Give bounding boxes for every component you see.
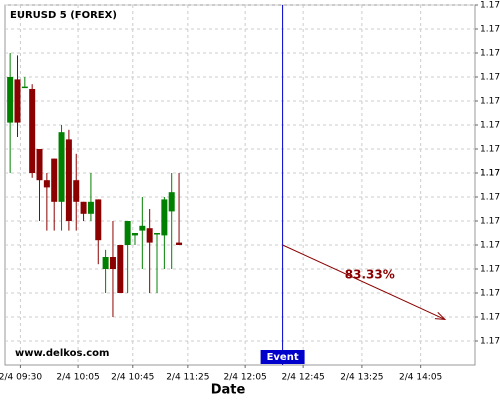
y-tick-label: 1.1775 bbox=[480, 289, 500, 299]
y-tick-label: 1.1778 bbox=[480, 217, 500, 227]
candle-body bbox=[131, 233, 138, 236]
candle-body bbox=[146, 228, 153, 243]
y-tick-label: 1.1784 bbox=[480, 73, 500, 83]
candle-body bbox=[124, 221, 131, 245]
candle-body bbox=[168, 192, 175, 212]
y-tick-label: 1.1779 bbox=[480, 193, 500, 203]
y-tick-label: 1.1776 bbox=[480, 265, 500, 275]
y-tick-label: 1.1786 bbox=[480, 25, 500, 35]
y-tick-label: 1.1773 bbox=[480, 337, 500, 347]
y-tick-label: 1.1774 bbox=[480, 313, 500, 323]
chart-title: EURUSD 5 (FOREX) bbox=[10, 10, 117, 21]
x-axis-label: Date bbox=[211, 383, 246, 398]
x-tick-label: 2/4 12:45 bbox=[282, 373, 325, 383]
projection-arrow bbox=[282, 244, 446, 320]
x-tick-label: 2/4 10:05 bbox=[56, 373, 99, 383]
candle-body bbox=[154, 233, 161, 235]
arrow-head bbox=[434, 312, 447, 321]
candle-body bbox=[139, 225, 146, 231]
y-tick-label: 1.1780 bbox=[480, 169, 500, 179]
candle-body bbox=[21, 86, 28, 89]
candle-body bbox=[29, 89, 36, 173]
candle-body bbox=[65, 139, 72, 221]
candle-body bbox=[73, 180, 80, 202]
candle-body bbox=[102, 257, 109, 269]
candle-body bbox=[58, 132, 65, 202]
candle-body bbox=[117, 245, 124, 293]
y-tick-label: 1.1783 bbox=[480, 97, 500, 107]
candle-body bbox=[176, 242, 183, 245]
event-label: Event bbox=[267, 352, 299, 363]
y-tick-label: 1.178 bbox=[480, 169, 500, 179]
y-tick-label: 1.1782 bbox=[480, 121, 500, 131]
x-tick-label: 2/4 09:30 bbox=[0, 373, 42, 383]
candle-body bbox=[161, 199, 168, 236]
candle-body bbox=[7, 77, 14, 123]
candle-body bbox=[109, 257, 116, 269]
y-tick-label: 1.1785 bbox=[480, 49, 500, 59]
projection-label: 83.33% bbox=[345, 268, 395, 282]
x-tick-label: 2/4 12:05 bbox=[223, 373, 266, 383]
x-tick-label: 2/4 14:05 bbox=[399, 373, 442, 383]
candle-body bbox=[43, 180, 50, 188]
x-tick-label: 2/4 11:25 bbox=[166, 373, 209, 383]
candle-body bbox=[87, 201, 94, 214]
y-tick-label: 1.1777 bbox=[480, 241, 500, 251]
candle-body bbox=[36, 149, 43, 181]
candle-body bbox=[14, 79, 21, 123]
x-tick-label: 2/4 13:25 bbox=[340, 373, 383, 383]
y-tick-label: 1.1781 bbox=[480, 145, 500, 155]
y-tick-label: 1.1787 bbox=[480, 1, 500, 11]
watermark: www.delkos.com bbox=[15, 348, 109, 359]
candle-body bbox=[95, 199, 102, 241]
x-tick-label: 2/4 10:45 bbox=[111, 373, 154, 383]
candle-body bbox=[80, 201, 87, 214]
candle-body bbox=[51, 158, 58, 202]
event-badge bbox=[260, 350, 305, 364]
